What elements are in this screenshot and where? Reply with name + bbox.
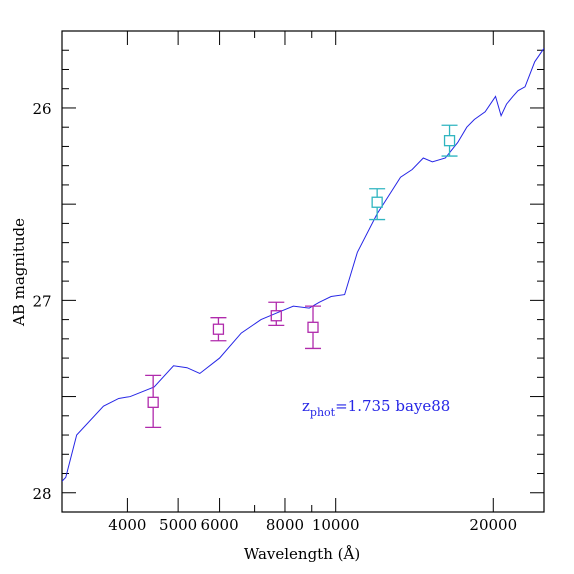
x-tick-label: 20000 [469, 516, 517, 534]
photometry-point [305, 305, 322, 350]
x-tick-label: 10000 [312, 516, 360, 534]
y-tick-label: 27 [32, 292, 51, 310]
square-marker [212, 323, 225, 335]
photometry-point [145, 374, 162, 428]
template-spectrum-line [62, 48, 544, 482]
annotation-text: =1.735 baye88 [335, 397, 450, 415]
x-axis-title: Wavelength (Å) [244, 545, 360, 563]
square-marker [371, 196, 383, 208]
labels-group: 4000 5000 6000 8000 10000 20000 26 27 28 [32, 100, 517, 534]
plot-frame [61, 30, 545, 513]
fit-annotation: zphot=1.735 baye88 [302, 397, 450, 419]
axes-group [61, 30, 545, 513]
square-marker [307, 321, 319, 333]
square-marker [147, 396, 159, 408]
y-axis-title: AB magnitude [10, 218, 28, 327]
y-tick-label: 28 [32, 485, 51, 503]
x-tick-label: 5000 [159, 516, 197, 534]
y-tick-label: 26 [32, 100, 51, 118]
photometry-point [441, 124, 458, 157]
x-tick-label: 6000 [200, 516, 238, 534]
annotation-subscript: phot [310, 406, 336, 419]
x-tick-label: 4000 [108, 516, 146, 534]
photometry-point [268, 301, 285, 327]
photometry-point [369, 188, 386, 221]
square-marker [443, 135, 456, 147]
series-group [62, 48, 544, 482]
photometry-point [210, 317, 227, 342]
square-marker [270, 310, 282, 322]
x-tick-label: 8000 [266, 516, 304, 534]
annotation-z: z [302, 397, 310, 415]
